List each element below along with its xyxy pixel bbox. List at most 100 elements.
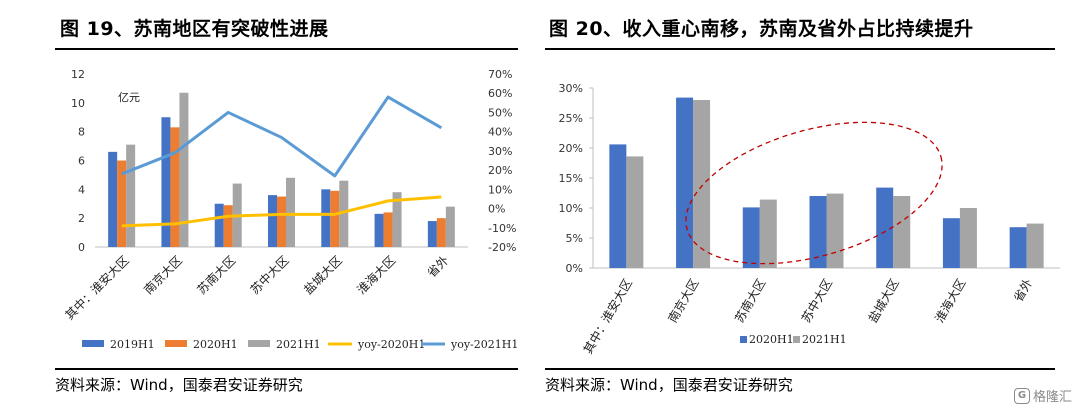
watermark-text: 格隆汇 <box>1032 390 1072 405</box>
right-axis-tick-label: 40% <box>488 126 512 139</box>
y-axis-tick-label: 10% <box>559 202 583 215</box>
legend-swatch-2019H1 <box>82 340 104 347</box>
source-note: 资料来源：Wind，国泰君安证券研究 <box>545 376 793 394</box>
bar-2019H1 <box>108 151 118 247</box>
bar-2021H1 <box>286 177 295 247</box>
bar-2019H1 <box>161 117 171 247</box>
bar-2021H1 <box>826 193 844 268</box>
highlight-ellipse <box>685 121 943 265</box>
title-rule <box>55 48 518 50</box>
chart-19: 0 2 4 6 8 10 12 -20% -10% 0% 10% 20% 30% 40% 50% 60% 70%… <box>62 68 519 351</box>
bar-2019H1 <box>214 203 224 247</box>
right-axis-tick-label: 50% <box>488 106 512 119</box>
legend-swatch-2021H1 <box>793 336 800 343</box>
bar-2021H1 <box>392 192 402 247</box>
bar-2020H1 <box>676 97 694 268</box>
y-axis-tick-label: 25% <box>559 112 583 125</box>
figure-title: 图 20、收入重心南移，苏南及省外占比持续提升 <box>549 18 974 40</box>
right-axis-tick-label: 30% <box>488 145 512 158</box>
bar-2019H1 <box>427 221 437 247</box>
watermark: G 格隆汇 <box>1013 386 1072 405</box>
left-axis-tick-label: 10 <box>71 97 85 110</box>
bar-2021H1 <box>445 206 455 247</box>
bar-2021H1 <box>179 92 189 247</box>
bar-2020H1 <box>383 212 393 247</box>
y-axis-tick-label: 0% <box>566 262 583 275</box>
category-label: 其中：淮安大区 <box>580 276 635 356</box>
bar-2021H1 <box>959 208 977 268</box>
bar-2020H1 <box>436 218 446 247</box>
bar-2020H1 <box>170 127 180 247</box>
category-label: 南京大区 <box>140 253 185 298</box>
chart-20: 0% 5% 10% 15% 20% 25% 30% 其中：淮安大区 南京大区 苏南大区 苏中大区 盐城… <box>559 82 1060 356</box>
legend-swatch-2021H1 <box>248 340 270 347</box>
category-label: 省外 <box>425 253 452 280</box>
category-label: 盐城大区 <box>866 277 902 326</box>
right-axis-tick-label: 10% <box>488 183 512 196</box>
bar-2020H1 <box>609 144 627 268</box>
left-axis-tick-label: 6 <box>78 155 85 168</box>
right-axis-tick-label: 20% <box>488 164 512 177</box>
title-rule <box>545 48 1055 50</box>
bar-2021H1 <box>759 199 777 268</box>
legend-swatch-2020H1 <box>740 336 747 343</box>
right-axis-tick-label: 70% <box>488 68 512 81</box>
legend-label: 2020H1 <box>749 333 794 346</box>
source-rule <box>55 368 518 370</box>
left-axis-tick-label: 2 <box>78 212 85 225</box>
bar-2020H1 <box>809 196 827 268</box>
left-axis-tick-label: 4 <box>78 183 85 196</box>
category-label: 淮海大区 <box>932 276 969 325</box>
watermark-logo-icon: G <box>1013 387 1030 404</box>
category-label: 其中：淮安大区 <box>62 253 132 323</box>
category-label: 盐城大区 <box>301 253 345 297</box>
bar-2021H1 <box>126 144 136 247</box>
bar-2020H1 <box>277 196 286 247</box>
category-label: 苏中大区 <box>247 253 292 298</box>
right-axis-tick-label: -10% <box>488 222 516 235</box>
legend-swatch-2020H1 <box>165 340 187 347</box>
category-label: 省外 <box>1011 276 1035 304</box>
category-label: 南京大区 <box>665 276 702 325</box>
bar-2021H1 <box>1026 223 1044 268</box>
bar-2019H1 <box>268 195 277 247</box>
bar-2020H1 <box>942 218 960 268</box>
left-axis-tick-label: 0 <box>78 241 85 254</box>
right-axis-tick-label: -20% <box>488 241 516 254</box>
left-axis-tick-label: 12 <box>71 68 85 81</box>
left-axis-tick-label: 8 <box>78 126 85 139</box>
legend-label: 2021H1 <box>802 333 847 346</box>
y-axis-tick-label: 30% <box>559 82 583 95</box>
y-axis-tick-label: 15% <box>559 172 583 185</box>
legend-label: 2020H1 <box>193 338 238 351</box>
bar-2021H1 <box>693 100 711 268</box>
right-axis-tick-label: 0% <box>488 203 505 216</box>
figure-20-panel: 图 20、收入重心南移，苏南及省外占比持续提升 0% 5% 10% 15% 20% 25%… <box>535 0 1080 411</box>
y-axis-tick-label: 5% <box>566 232 583 245</box>
category-label: 苏南大区 <box>731 276 768 325</box>
axis-unit-label: 亿元 <box>118 91 140 104</box>
bar-2020H1 <box>117 160 127 247</box>
bar-2021H1 <box>339 180 349 247</box>
bar-2020H1 <box>223 205 233 247</box>
legend-label: 2021H1 <box>276 338 321 351</box>
bar-2021H1 <box>893 196 911 268</box>
legend-label: 2019H1 <box>110 338 155 351</box>
bar-2019H1 <box>374 213 384 247</box>
line-yoy-2021H1 <box>121 95 443 178</box>
bar-2020H1 <box>1009 227 1027 268</box>
category-label: 苏中大区 <box>798 276 835 325</box>
bar-2021H1 <box>626 156 644 268</box>
figure-title: 图 19、苏南地区有突破性进展 <box>60 18 329 40</box>
source-rule <box>545 368 1055 370</box>
bar-2020H1 <box>876 187 894 268</box>
category-label: 淮海大区 <box>354 253 399 298</box>
y-axis-tick-label: 20% <box>559 142 583 155</box>
source-note: 资料来源：Wind，国泰君安证券研究 <box>55 376 303 394</box>
legend-label: yoy-2020H1 <box>357 338 425 351</box>
bar-2020H1 <box>330 190 340 247</box>
bar-2020H1 <box>742 207 760 268</box>
bar-2019H1 <box>321 189 331 247</box>
legend-label: yoy-2021H1 <box>450 338 518 351</box>
figure-19-panel: 图 19、苏南地区有突破性进展 0 2 4 6 8 10 12 -20% -10% 0% 10% 20… <box>0 0 535 411</box>
